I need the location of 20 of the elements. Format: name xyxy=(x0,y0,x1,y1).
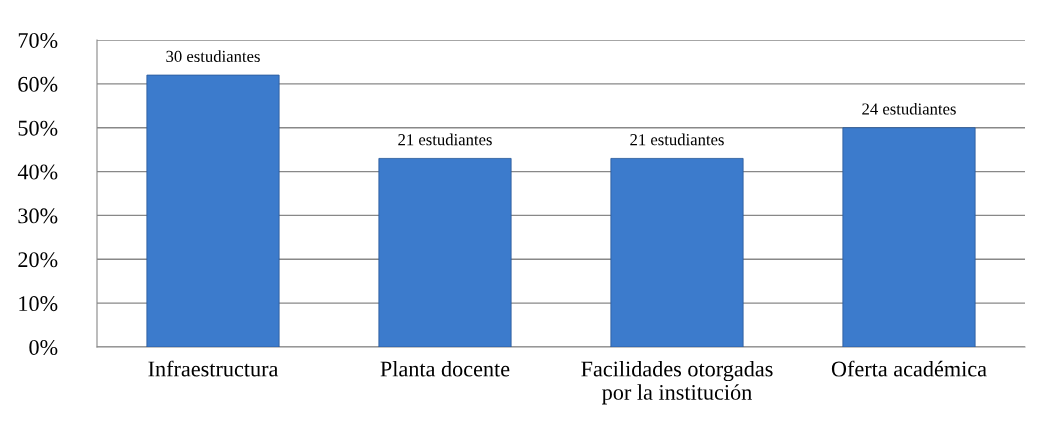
x-tick-label: Facilidades otorgadas por la institución xyxy=(581,360,773,405)
bar xyxy=(378,157,512,347)
bar xyxy=(610,157,744,347)
annotation: 30 estudiantes xyxy=(166,50,260,62)
x-tick-label: Oferta académica xyxy=(831,360,987,377)
bar xyxy=(146,74,280,347)
y-tick-label: 60% xyxy=(18,76,58,92)
bar xyxy=(842,127,976,347)
y-tick-label: 40% xyxy=(17,164,58,180)
y-tick-label: 0% xyxy=(29,339,58,355)
y-tick-label: 30% xyxy=(18,208,58,224)
y-tick-label: 10% xyxy=(19,296,58,312)
annotation: 21 estudiantes xyxy=(630,133,724,146)
annotation: 21 estudiantes xyxy=(398,133,492,146)
annotation: 24 estudiantes xyxy=(862,102,956,115)
y-tick-label: 50% xyxy=(18,120,58,136)
y-tick-label: 20% xyxy=(18,252,58,268)
x-tick-label: Infraestructura xyxy=(148,360,279,377)
y-tick-label: 70% xyxy=(18,32,58,48)
x-tick-label: Planta docente xyxy=(380,360,510,377)
